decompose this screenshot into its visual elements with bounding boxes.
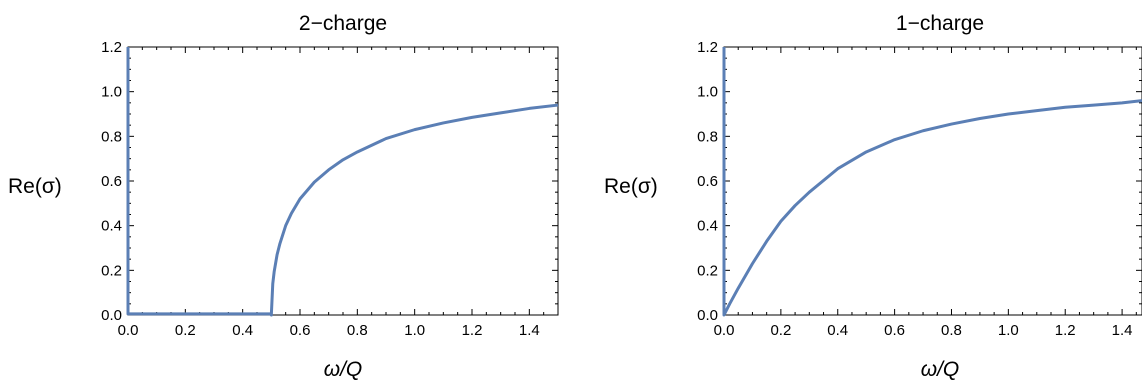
x-tick-label: 0.0 xyxy=(714,322,735,339)
series-line xyxy=(126,47,559,317)
y-tick-label: 0.8 xyxy=(697,128,718,145)
y-tick-label: 0.0 xyxy=(697,307,718,324)
x-tick-label: 1.2 xyxy=(462,322,483,339)
x-tick-label: 1.4 xyxy=(1112,322,1133,339)
x-tick-label: 0.6 xyxy=(290,322,311,339)
x-tick-label: 0.2 xyxy=(770,322,791,339)
y-tick-label: 0.8 xyxy=(101,128,122,145)
y-tick-label: 1.2 xyxy=(101,39,122,56)
x-tick-label: 0.8 xyxy=(347,322,368,339)
x-axis-label: ω/Q xyxy=(324,358,363,381)
x-tick-label: 1.0 xyxy=(404,322,425,339)
chart-title: 2−charge xyxy=(299,12,387,35)
y-tick-label: 0.2 xyxy=(697,262,718,279)
chart-panel-2-charge: 0.0 0.2 0.4 0.6 0.8 1.0 1.2 0.0 0.2 0.4 0.6 0.8 1.0 1… xyxy=(8,12,559,381)
x-tick-label: 0.4 xyxy=(232,322,253,339)
y-tick-label: 1.0 xyxy=(101,84,122,101)
plot-frame xyxy=(127,46,559,316)
x-tick-label: 0.2 xyxy=(175,322,196,339)
plot-frame xyxy=(723,46,1142,316)
chart-title: 1−charge xyxy=(896,12,984,35)
x-tick-label: 1.4 xyxy=(519,322,540,339)
x-tick-label: 0.6 xyxy=(884,322,905,339)
y-tick-label: 0.2 xyxy=(101,262,122,279)
series-line xyxy=(722,47,1142,317)
y-tick-label: 0.6 xyxy=(101,173,122,190)
x-tick-label: 0.4 xyxy=(827,322,848,339)
y-tick-label: 0.0 xyxy=(101,307,122,324)
y-tick-label: 0.4 xyxy=(101,218,122,235)
x-tick-label: 0.8 xyxy=(941,322,962,339)
y-tick-label: 0.4 xyxy=(697,218,718,235)
y-tick-label: 0.6 xyxy=(697,173,718,190)
x-tick-label: 1.2 xyxy=(1055,322,1076,339)
y-tick-label: 1.0 xyxy=(697,84,718,101)
y-tick-label: 1.2 xyxy=(697,39,718,56)
x-tick-label: 1.0 xyxy=(998,322,1019,339)
x-axis-label: ω/Q xyxy=(921,358,960,381)
y-axis-label: Re(σ) xyxy=(604,175,658,198)
chart-panel-1-charge: 0.0 0.2 0.4 0.6 0.8 1.0 1.2 0.0 0.2 0.4 0.6 0.8 1.0 1… xyxy=(604,12,1142,381)
x-tick-label: 0.0 xyxy=(118,322,139,339)
y-axis-label: Re(σ) xyxy=(8,175,62,198)
